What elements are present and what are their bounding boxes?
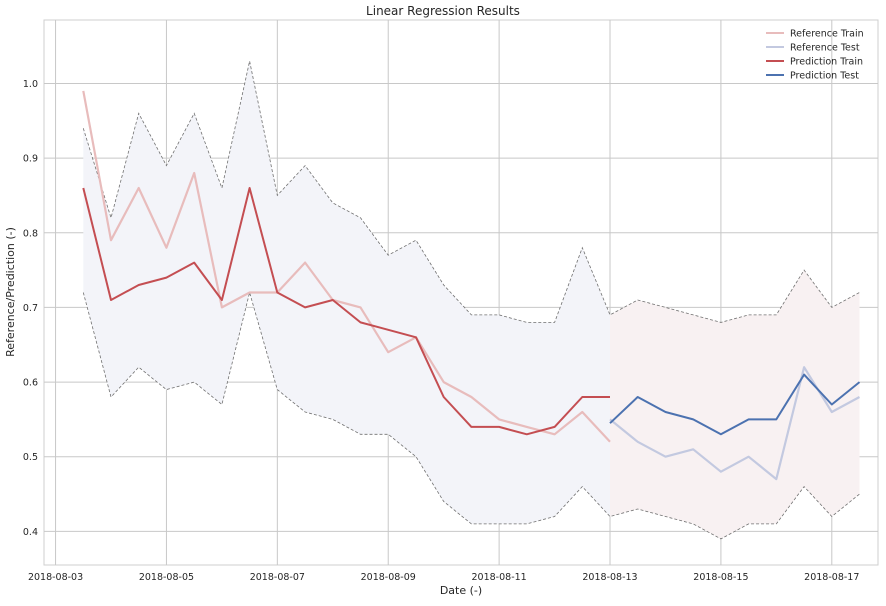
y-axis-label: Reference/Prediction (-)	[4, 227, 17, 357]
x-tick-label: 2018-08-11	[472, 572, 527, 583]
train-confidence-band	[83, 61, 611, 524]
y-tick-label: 1.0	[23, 79, 38, 90]
y-tick-label: 0.6	[23, 378, 38, 389]
x-tick-label: 2018-08-13	[582, 572, 637, 583]
x-tick-label: 2018-08-05	[139, 572, 194, 583]
x-tick-label: 2018-08-09	[361, 572, 416, 583]
reference-train-line	[82, 90, 611, 443]
y-tick-label: 0.9	[23, 154, 38, 165]
legend: Reference Train Reference Test Prediction …	[766, 29, 864, 82]
upper-bound-line	[82, 61, 860, 323]
x-tick-label: 2018-08-15	[693, 572, 748, 583]
y-tick-label: 0.4	[23, 527, 38, 538]
legend-label: Reference Train	[790, 29, 864, 40]
y-tick-label: 0.8	[23, 228, 38, 239]
prediction-train-line	[82, 187, 610, 436]
chart-title: Linear Regression Results	[366, 4, 520, 18]
prediction-test-line	[609, 373, 861, 436]
x-axis-label: Date (-)	[440, 584, 482, 597]
x-tick-label: 2018-08-03	[28, 572, 83, 583]
legend-label: Reference Test	[790, 43, 860, 54]
test-confidence-band	[610, 270, 860, 539]
confidence-bands	[82, 61, 860, 540]
x-tick-label: 2018-08-07	[250, 572, 305, 583]
y-tick-label: 0.7	[23, 303, 38, 314]
data-series	[82, 90, 861, 481]
y-tick-label: 0.5	[23, 452, 38, 463]
legend-label: Prediction Train	[790, 57, 863, 68]
axis-ticks: 2018-08-03 2018-08-05 2018-08-07 2018-08-09…	[23, 79, 860, 583]
x-tick-label: 2018-08-17	[804, 572, 859, 583]
legend-label: Prediction Test	[790, 71, 859, 82]
lower-bound-line	[82, 290, 860, 540]
